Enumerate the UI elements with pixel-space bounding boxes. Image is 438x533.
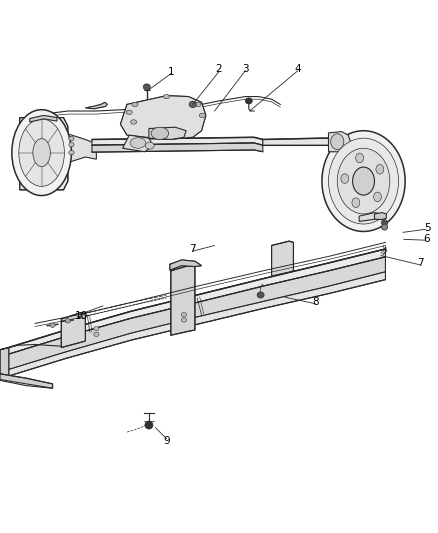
- Ellipse shape: [50, 323, 55, 327]
- Polygon shape: [61, 312, 85, 348]
- Polygon shape: [20, 118, 68, 190]
- Text: 7: 7: [417, 259, 424, 269]
- Polygon shape: [120, 96, 206, 140]
- Text: 7: 7: [189, 244, 196, 254]
- Polygon shape: [9, 257, 385, 369]
- Ellipse shape: [356, 153, 364, 163]
- Text: 1: 1: [167, 67, 174, 77]
- Ellipse shape: [94, 332, 99, 336]
- Polygon shape: [328, 132, 350, 152]
- Text: 9: 9: [163, 436, 170, 446]
- Ellipse shape: [33, 139, 50, 167]
- Polygon shape: [170, 260, 201, 270]
- Polygon shape: [171, 265, 195, 335]
- Text: 8: 8: [312, 296, 319, 306]
- Ellipse shape: [189, 101, 196, 108]
- Ellipse shape: [19, 119, 64, 187]
- Ellipse shape: [69, 142, 74, 147]
- Polygon shape: [85, 102, 107, 109]
- Ellipse shape: [381, 224, 388, 230]
- Ellipse shape: [145, 421, 153, 429]
- Ellipse shape: [376, 165, 384, 174]
- Ellipse shape: [331, 134, 344, 150]
- Ellipse shape: [353, 167, 374, 195]
- Ellipse shape: [69, 150, 74, 155]
- Polygon shape: [123, 135, 153, 152]
- Ellipse shape: [245, 98, 252, 104]
- Text: 10: 10: [74, 311, 88, 320]
- Ellipse shape: [352, 198, 360, 207]
- Ellipse shape: [81, 314, 86, 319]
- Ellipse shape: [257, 292, 264, 298]
- Ellipse shape: [381, 220, 388, 226]
- Polygon shape: [9, 249, 385, 354]
- Ellipse shape: [145, 142, 154, 149]
- Text: 3: 3: [242, 63, 249, 74]
- Polygon shape: [92, 138, 263, 145]
- Ellipse shape: [337, 148, 390, 214]
- Text: 4: 4: [294, 63, 301, 74]
- Polygon shape: [272, 241, 293, 276]
- Ellipse shape: [126, 110, 132, 115]
- Polygon shape: [149, 127, 186, 140]
- Ellipse shape: [181, 312, 187, 317]
- Ellipse shape: [341, 174, 349, 183]
- Ellipse shape: [69, 136, 74, 141]
- Text: 5: 5: [424, 223, 431, 233]
- Text: 2: 2: [215, 64, 223, 75]
- Ellipse shape: [163, 94, 170, 99]
- Ellipse shape: [143, 84, 150, 90]
- Ellipse shape: [322, 131, 405, 231]
- Ellipse shape: [65, 319, 71, 323]
- Ellipse shape: [151, 127, 169, 140]
- Ellipse shape: [328, 138, 399, 224]
- Ellipse shape: [130, 138, 146, 148]
- Ellipse shape: [199, 113, 205, 118]
- Ellipse shape: [181, 318, 187, 322]
- Polygon shape: [30, 115, 57, 122]
- Polygon shape: [21, 122, 60, 182]
- Polygon shape: [374, 213, 386, 220]
- Ellipse shape: [374, 192, 381, 201]
- Text: 6: 6: [424, 235, 431, 244]
- Ellipse shape: [12, 110, 71, 196]
- Polygon shape: [65, 133, 96, 164]
- Ellipse shape: [94, 327, 99, 331]
- Ellipse shape: [132, 102, 138, 107]
- Polygon shape: [92, 143, 263, 152]
- Polygon shape: [0, 348, 9, 376]
- Ellipse shape: [195, 102, 201, 107]
- Polygon shape: [263, 138, 331, 145]
- Polygon shape: [9, 249, 385, 376]
- Polygon shape: [0, 374, 53, 388]
- Ellipse shape: [131, 120, 137, 124]
- Polygon shape: [359, 213, 382, 221]
